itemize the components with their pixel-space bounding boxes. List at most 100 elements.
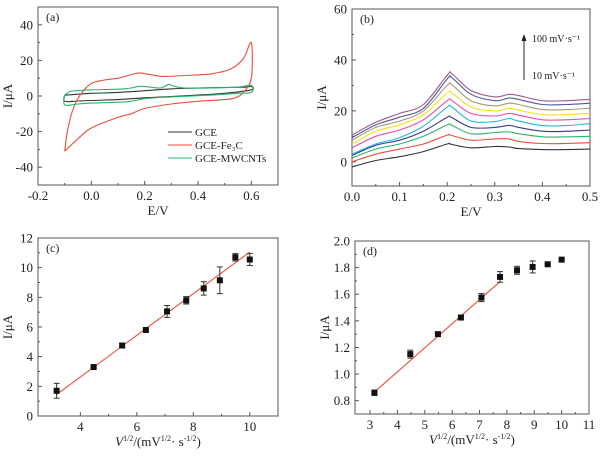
data-point [478, 294, 485, 301]
panel-d: 3 4 5 6 7 8 9 10 11 0.8 1.0 1.2 1.4 1.6 1.8 2.0 (d) I/μA V… [317, 234, 595, 448]
x-axis-label-part: 1/2 [161, 434, 171, 443]
fit-line [56, 251, 251, 395]
x-tick-label: 3 [367, 417, 374, 432]
x-tick-label: 6 [449, 417, 456, 432]
data-point [544, 261, 551, 268]
plot-frame [354, 240, 590, 415]
y-axis-label: I/μA [314, 85, 329, 110]
data-point [497, 273, 504, 280]
panel-label: (a) [46, 10, 59, 24]
data-point [529, 263, 536, 270]
series-line-8 [351, 82, 591, 141]
legend-label: GCE [195, 127, 217, 139]
x-axis-label-part: ) [511, 432, 515, 447]
x-tick-label: 0.0 [83, 188, 99, 203]
y-tick-label: 8 [27, 290, 34, 305]
x-tick-label: 0.3 [487, 189, 503, 204]
y-tick-label: 0.8 [334, 393, 350, 408]
x-axis-label-part: -1/2 [498, 432, 511, 441]
x-tick-label: 8 [190, 419, 197, 434]
series-line-5 [351, 104, 591, 155]
x-tick-label: 5 [422, 417, 429, 432]
y-tick-label: 6 [27, 320, 34, 335]
y-tick-label: 1.2 [334, 340, 350, 355]
y-tick-label: 1.4 [334, 313, 351, 328]
x-axis-label: E/V [148, 203, 170, 218]
data-point [183, 297, 190, 304]
x-tick-label: 0.1 [391, 189, 407, 204]
x-tick-label: 0.6 [243, 188, 260, 203]
y-axis-label: I/μA [0, 314, 15, 339]
data-point [407, 351, 414, 358]
x-axis-label: E/V [461, 204, 483, 219]
plot-frame [37, 237, 279, 417]
panel-label: (b) [360, 12, 374, 26]
series-line-10 [351, 71, 591, 136]
y-tick-label: 12 [20, 231, 33, 246]
y-tick-label: -40 [16, 160, 33, 175]
x-tick-label: 6 [134, 419, 141, 434]
y-tick-label: 1.6 [334, 287, 351, 302]
x-tick-label: 0.2 [439, 189, 455, 204]
data-point [371, 389, 378, 396]
data-point [434, 331, 441, 338]
annotation-bottom: 10 mV·s⁻¹ [532, 71, 575, 82]
y-tick-label: 20 [20, 53, 33, 68]
y-axis-label: I/μA [317, 315, 332, 340]
y-tick-label: -20 [16, 124, 33, 139]
legend-label: GCE-MWCNTs [195, 153, 266, 165]
x-axis-label: V1/2/(mV1/2· s-1/2) [429, 432, 515, 447]
y-tick-label: 0 [341, 154, 348, 169]
y-tick-label: 2 [27, 379, 34, 394]
panel-b: 0.0 0.1 0.2 0.3 0.4 0.5 0 20 40 60 (b) I/μA E/V 100 m… [314, 2, 598, 220]
x-axis-label-part: 1/2 [475, 432, 485, 441]
panel-label: (d) [363, 244, 377, 258]
x-axis-label-part: 1/2 [437, 432, 447, 441]
x-tick-label: 4 [394, 417, 401, 432]
y-tick-label: 0 [27, 89, 34, 104]
x-axis-label-part: -1/2 [184, 434, 197, 443]
x-axis-label-part: /(mV [133, 434, 161, 449]
data-point [514, 267, 521, 274]
y-tick-label: 1.0 [334, 367, 350, 382]
y-axis-label: I/μA [0, 83, 15, 108]
series-line-gce-fe-c [64, 41, 253, 152]
x-tick-label: 9 [531, 417, 538, 432]
x-axis-label: V1/2/(mV1/2· s-1/2) [115, 434, 201, 449]
x-tick-label: 0.4 [534, 189, 551, 204]
legend-label: GCE-Fe₃C [195, 140, 243, 152]
arrow-head-icon [521, 34, 527, 41]
data-point [119, 342, 126, 349]
y-tick-label: 40 [334, 52, 347, 67]
series-line-9 [351, 74, 591, 139]
x-axis-label-part: 1/2 [123, 434, 133, 443]
x-tick-label: 7 [476, 417, 483, 432]
x-tick-label: 10 [555, 417, 568, 432]
data-point [246, 256, 253, 263]
data-point [164, 308, 171, 315]
y-tick-label: 0 [27, 409, 34, 424]
x-tick-label: 11 [583, 417, 596, 432]
panel-a: -0.2 0.0 0.2 0.4 0.6 -40 -20 0 20 40 (a) I/μA E/V GCE… [0, 6, 279, 218]
x-axis-label-part: · s [485, 432, 498, 447]
data-point [216, 277, 223, 284]
y-tick-label: 20 [334, 103, 347, 118]
series-line-6 [351, 98, 591, 149]
series-line-4 [351, 115, 591, 156]
x-axis-label-part: · s [171, 434, 184, 449]
x-axis-label-part: V [429, 432, 439, 447]
x-tick-label: 0.5 [582, 189, 598, 204]
series-line-3 [351, 123, 591, 159]
data-point [232, 254, 239, 261]
y-tick-label: 2.0 [334, 234, 350, 249]
series-line-7 [351, 90, 591, 145]
data-point [200, 285, 207, 292]
y-tick-label: 4 [27, 349, 34, 364]
x-axis-label-part: ) [197, 434, 201, 449]
panel-label: (c) [46, 241, 59, 255]
x-tick-label: 4 [77, 419, 84, 434]
data-point [558, 256, 565, 263]
annotation-top: 100 mV·s⁻¹ [532, 34, 580, 45]
x-tick-label: 8 [504, 417, 511, 432]
